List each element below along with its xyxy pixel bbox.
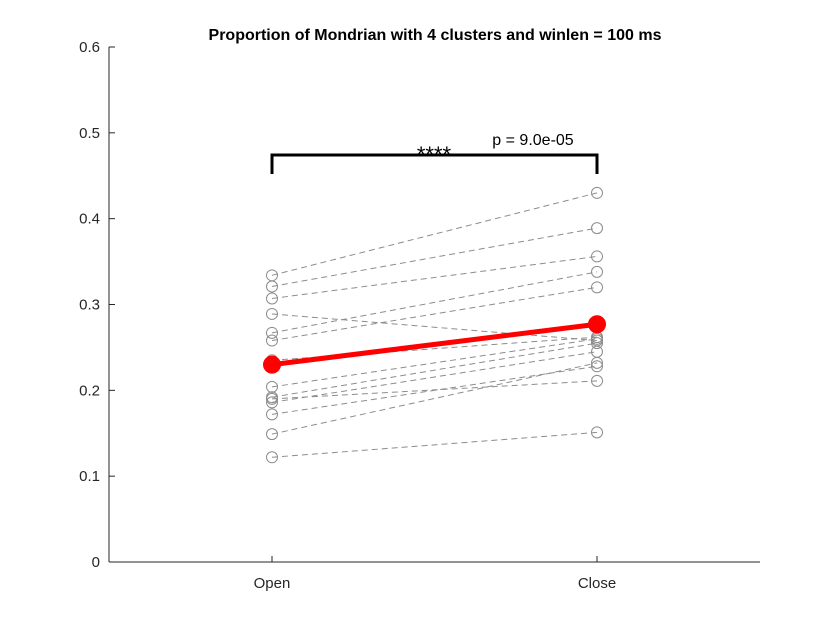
- y-tick-label: 0.2: [79, 382, 100, 399]
- subject-point: [591, 360, 603, 373]
- axes: 0 0.1 0.2 0.3 0.4 0.5 0.6 Open Close: [79, 39, 760, 592]
- subject-point: [591, 426, 603, 439]
- subject-line: [271, 313, 598, 342]
- subject-line: [271, 338, 598, 388]
- subject-line: [271, 365, 598, 415]
- subject-point: [591, 337, 603, 350]
- subject-point: [266, 392, 278, 405]
- subject-point: [266, 451, 278, 464]
- y-tick-label: 0: [92, 554, 100, 571]
- subject-point: [266, 396, 278, 409]
- y-tick-label: 0.6: [79, 39, 100, 56]
- subject-point: [266, 292, 278, 305]
- subject-point: [266, 428, 278, 441]
- x-tick-label: Close: [578, 575, 616, 592]
- mean-line: [269, 321, 600, 368]
- chart-title: Proportion of Mondrian with 4 clusters a…: [209, 27, 662, 44]
- x-tick-label: Open: [254, 575, 291, 592]
- subject-line: [271, 351, 598, 403]
- subject-point: [266, 326, 278, 339]
- subject-line: [271, 286, 598, 342]
- subject-point: [266, 380, 278, 393]
- p-value-label: p = 9.0e-05: [492, 132, 574, 149]
- subject-line: [271, 271, 598, 334]
- significance-stars: ****: [417, 142, 452, 167]
- significance-bracket: [270, 153, 599, 174]
- subject-point: [591, 222, 603, 235]
- y-tick-label: 0.1: [79, 468, 100, 485]
- subject-point: [591, 281, 603, 294]
- subject-point: [591, 186, 603, 199]
- subject-point: [266, 408, 278, 421]
- significance-bracket-group: **** p = 9.0e-05: [270, 132, 599, 174]
- subject-point: [266, 334, 278, 347]
- subject-line: [271, 342, 598, 398]
- mean-point: [263, 355, 281, 374]
- y-tick-label: 0.3: [79, 297, 100, 314]
- mean-point: [588, 315, 606, 334]
- subject-point: [266, 307, 278, 320]
- subject-point: [591, 265, 603, 278]
- subject-line: [271, 192, 598, 276]
- subject-line: [271, 255, 598, 299]
- y-tick-label: 0.5: [79, 125, 100, 142]
- y-tick-label: 0.4: [79, 211, 100, 228]
- subject-point: [591, 332, 603, 345]
- subject-line: [271, 227, 598, 287]
- mean-line-group: [263, 315, 606, 374]
- subject-line: [271, 362, 598, 435]
- subject-point: [591, 374, 603, 387]
- subject-point: [266, 280, 278, 293]
- subject-point: [591, 356, 603, 369]
- subject-point: [591, 250, 603, 263]
- subject-line: [271, 431, 598, 458]
- subject-lines: [266, 186, 603, 464]
